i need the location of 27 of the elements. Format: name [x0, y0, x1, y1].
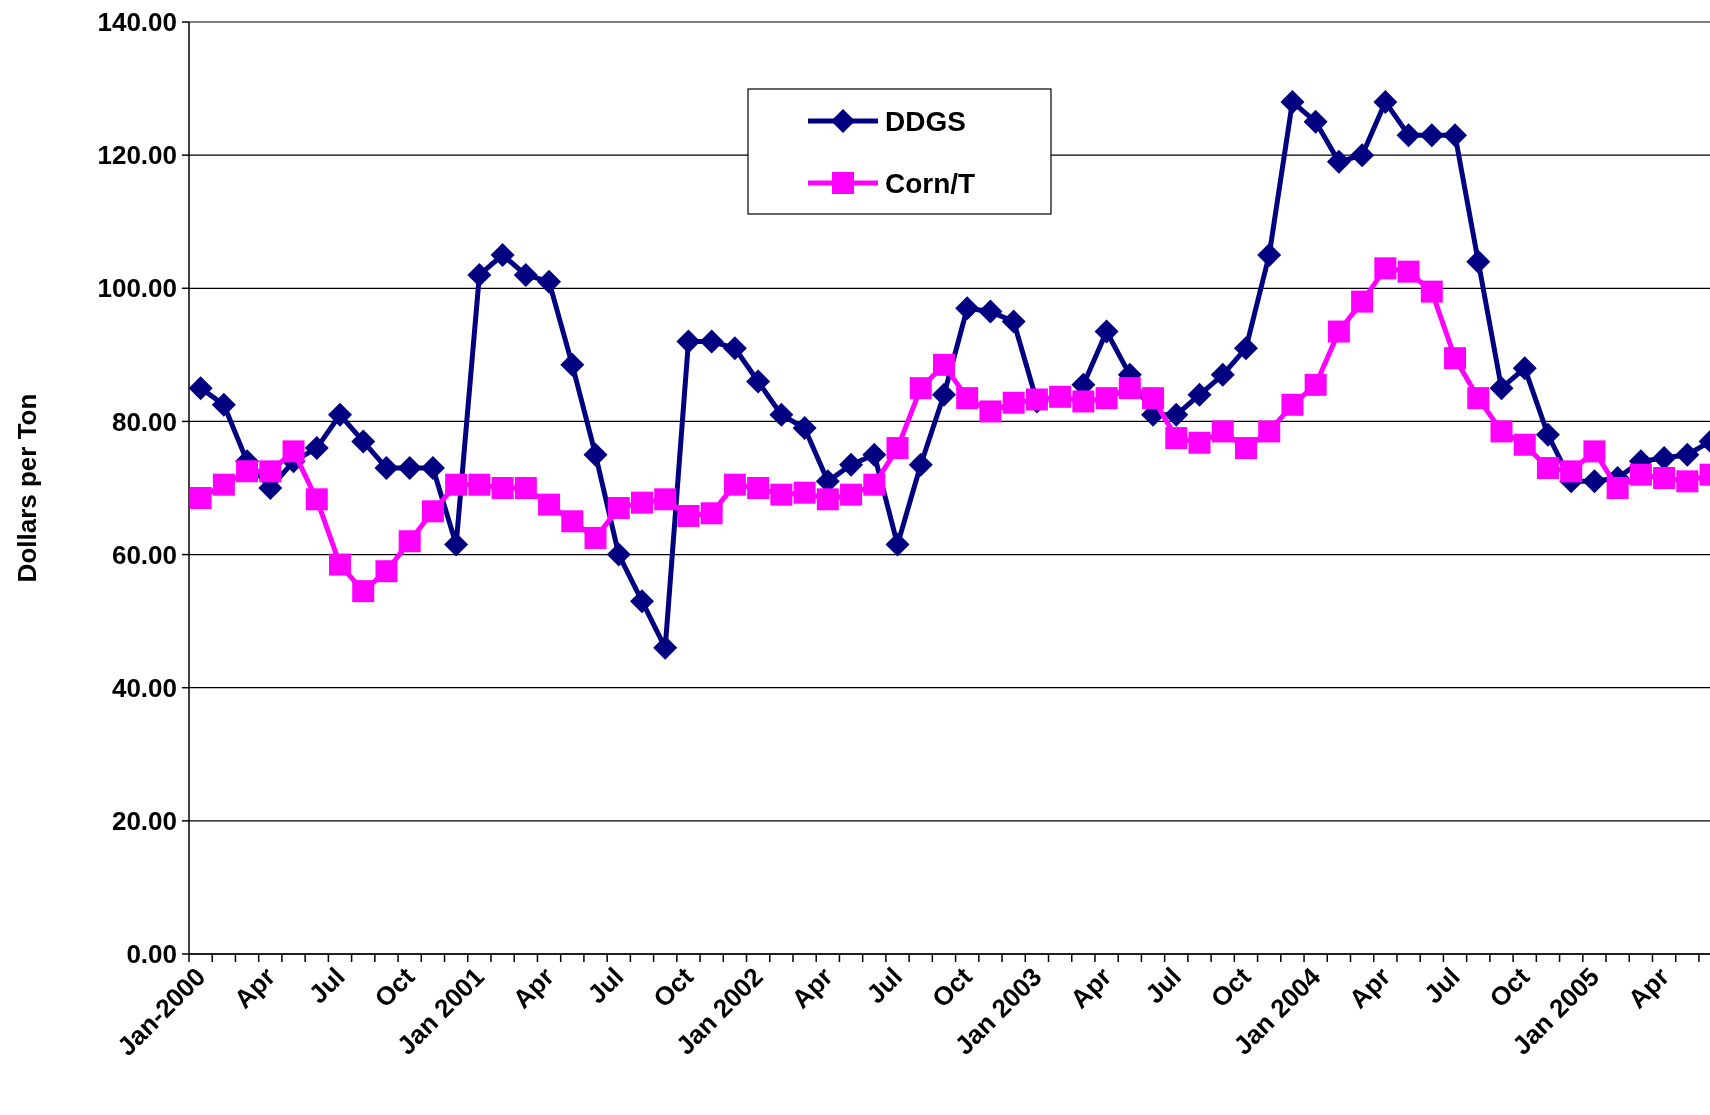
y-tick-label: 40.00 [111, 672, 177, 703]
x-tick-label: Jul [581, 961, 630, 1010]
x-tick-label: Apr [1343, 961, 1397, 1015]
x-tick-label: Apr [506, 961, 560, 1015]
x-tick-label: Jul [1417, 961, 1466, 1010]
y-tick-label: 0.00 [126, 939, 177, 970]
x-tick-label: Oct [647, 961, 700, 1014]
x-tick-label: Jul [1139, 961, 1187, 1010]
x-tick-label: Apr [228, 961, 281, 1015]
x-tick-label: Apr [1064, 961, 1118, 1015]
y-tick-label: 80.00 [111, 406, 177, 437]
x-tick-label: Oct [1204, 961, 1257, 1014]
y-tick-label: 100.00 [97, 273, 177, 304]
x-tick-label: Apr [1621, 961, 1675, 1015]
legend-label: DDGS [885, 105, 966, 137]
x-tick-label: Oct [1483, 961, 1536, 1014]
y-axis-title: Dollars per Ton [12, 393, 42, 583]
y-tick-label: 140.00 [97, 7, 177, 38]
y-tick-label: 60.00 [111, 539, 177, 570]
x-tick-label: Apr [785, 961, 839, 1015]
y-tick-label: 120.00 [97, 140, 177, 171]
x-tick-label: Oct [926, 961, 979, 1014]
legend-label: Corn/T [885, 167, 976, 199]
y-tick-label: 20.00 [111, 805, 177, 836]
x-tick-label: Jul [860, 961, 909, 1010]
x-tick-label: Oct [368, 961, 421, 1014]
x-tick-label: Jul [302, 961, 351, 1010]
